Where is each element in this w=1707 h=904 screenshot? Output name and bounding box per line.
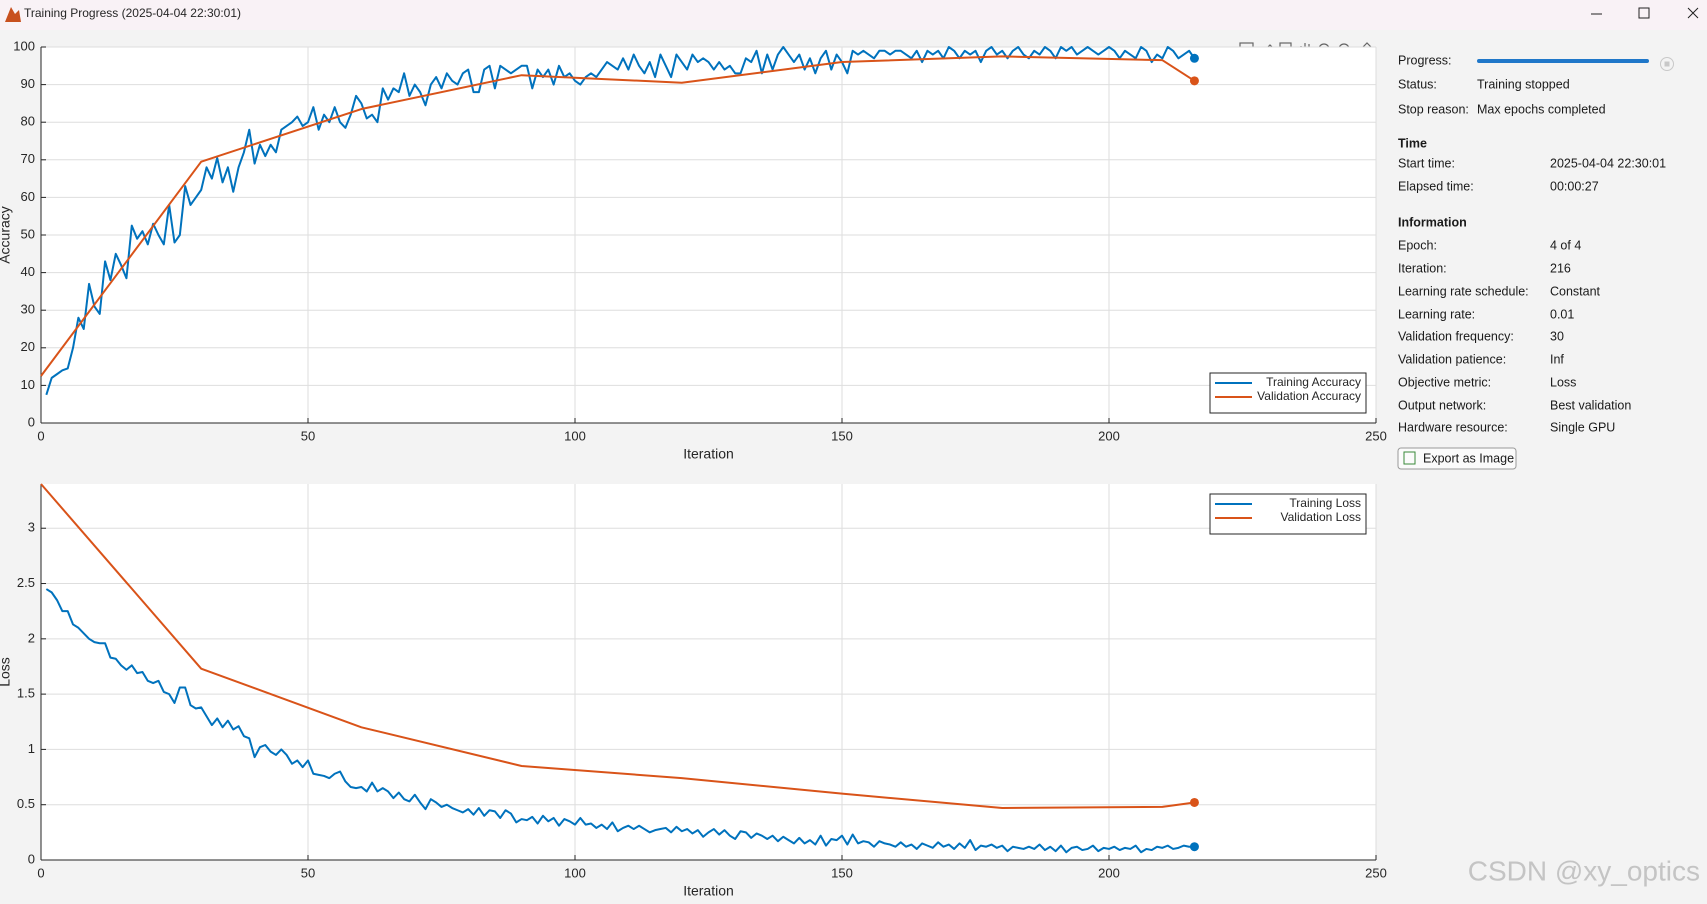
progress-bar	[1477, 59, 1649, 63]
y-tick-label: 2	[28, 630, 35, 645]
y-tick-label: 1	[28, 741, 35, 756]
x-axis-label: Iteration	[683, 446, 734, 462]
y-tick-label: 50	[21, 226, 35, 241]
y-tick-label: 1.5	[17, 686, 35, 701]
stop-icon	[1664, 61, 1670, 67]
y-tick-label: 60	[21, 189, 35, 204]
y-axis-label: Accuracy	[0, 206, 13, 264]
x-tick-label: 100	[564, 428, 586, 443]
series-line	[40, 483, 1195, 810]
info-label: Elapsed time:	[1398, 179, 1474, 193]
x-tick-label: 200	[1098, 428, 1120, 443]
info-value: Single GPU	[1550, 420, 1615, 434]
x-tick-label: 100	[564, 865, 586, 880]
y-tick-label: 0	[28, 851, 35, 866]
end-point	[1189, 842, 1199, 852]
info-label: Validation patience:	[1398, 352, 1506, 366]
series-line	[45, 46, 1196, 396]
y-tick-label: 40	[21, 264, 35, 279]
title-bar	[0, 0, 1707, 30]
status-label: Status:	[1398, 77, 1437, 91]
y-tick-label: 2.5	[17, 575, 35, 590]
y-tick-label: 20	[21, 339, 35, 354]
info-value: Best validation	[1550, 398, 1631, 412]
info-label: Start time:	[1398, 156, 1455, 170]
info-label: Learning rate:	[1398, 307, 1475, 321]
x-tick-label: 50	[301, 865, 315, 880]
x-tick-label: 200	[1098, 865, 1120, 880]
status-label: Stop reason:	[1398, 102, 1469, 116]
info-panel: Progress: Status: Training stopped Stop …	[1397, 53, 1674, 470]
section-title: Time	[1398, 136, 1427, 150]
x-tick-label: 250	[1365, 428, 1387, 443]
progress-label: Progress:	[1398, 53, 1452, 67]
legend-box	[1209, 372, 1367, 414]
info-label: Learning rate schedule:	[1398, 284, 1529, 298]
maximize-button[interactable]	[1638, 7, 1650, 19]
info-value: 2025-04-04 22:30:01	[1550, 156, 1666, 170]
y-tick-label: 3	[28, 520, 35, 535]
close-button[interactable]	[1687, 7, 1699, 19]
legend-box	[1209, 493, 1367, 535]
section-title: Information	[1398, 215, 1467, 229]
watermark: CSDN @xy_optics	[1468, 855, 1700, 886]
y-tick-label: 0.5	[17, 796, 35, 811]
info-value: Inf	[1550, 352, 1564, 366]
x-tick-label: 150	[831, 428, 853, 443]
info-label: Iteration:	[1398, 261, 1447, 275]
status-value: Max epochs completed	[1477, 102, 1606, 116]
app-icon	[5, 7, 21, 22]
info-label: Hardware resource:	[1398, 420, 1508, 434]
info-label: Validation frequency:	[1398, 329, 1514, 343]
series-line	[40, 55, 1195, 377]
y-tick-label: 90	[21, 76, 35, 91]
legend-label: Training Loss	[1289, 496, 1361, 510]
plot-area	[41, 484, 1376, 860]
info-label: Objective metric:	[1398, 375, 1491, 389]
x-tick-label: 0	[37, 865, 44, 880]
export-button-label[interactable]: Export as Image	[1423, 451, 1514, 465]
series-line	[45, 588, 1195, 854]
y-tick-label: 80	[21, 114, 35, 129]
end-point	[1189, 76, 1199, 86]
stop-button[interactable]	[1660, 57, 1674, 71]
info-value: 00:00:27	[1550, 179, 1599, 193]
info-value: 0.01	[1550, 307, 1574, 321]
y-tick-label: 0	[28, 414, 35, 429]
info-label: Epoch:	[1398, 238, 1437, 252]
info-value: Loss	[1550, 375, 1576, 389]
y-axis-label: Loss	[0, 657, 13, 687]
y-tick-label: 100	[13, 38, 35, 53]
y-tick-label: 30	[21, 302, 35, 317]
x-tick-label: 250	[1365, 865, 1387, 880]
export-icon	[1403, 451, 1416, 465]
export-button[interactable]	[1397, 447, 1517, 470]
x-tick-label: 0	[37, 428, 44, 443]
window-title: Training Progress (2025-04-04 22:30:01)	[24, 6, 241, 20]
info-value: 216	[1550, 261, 1571, 275]
info-label: Output network:	[1398, 398, 1486, 412]
x-tick-label: 150	[831, 865, 853, 880]
info-value: 4 of 4	[1550, 238, 1581, 252]
info-value: 30	[1550, 329, 1564, 343]
y-tick-label: 10	[21, 377, 35, 392]
status-value: Training stopped	[1477, 77, 1570, 91]
x-tick-label: 50	[301, 428, 315, 443]
info-value: Constant	[1550, 284, 1601, 298]
y-tick-label: 70	[21, 151, 35, 166]
legend-label: Validation Loss	[1281, 510, 1362, 524]
legend-label: Training Accuracy	[1266, 375, 1361, 389]
x-axis-label: Iteration	[683, 883, 734, 899]
end-point	[1189, 797, 1199, 807]
legend-label: Validation Accuracy	[1257, 389, 1361, 403]
end-point	[1189, 53, 1199, 63]
